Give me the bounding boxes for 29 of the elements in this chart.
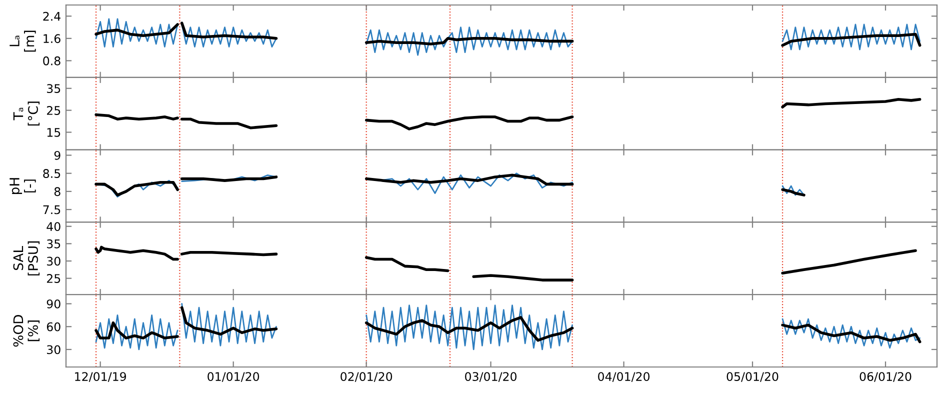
x-tick-label: 02/01/20	[340, 372, 392, 382]
y-axis-title: Tₐ [°C]	[13, 102, 40, 126]
y-tick-label: 0.8	[43, 56, 60, 66]
y-axis-title: Lₐ [m]	[10, 30, 36, 52]
y-tick-label: 7.5	[43, 205, 60, 214]
y-tick-label: 30	[47, 345, 60, 354]
y-tick-label: 9	[54, 150, 60, 160]
y-axis-title: pH [-]	[10, 178, 36, 194]
y-tick-label: 25	[46, 274, 60, 283]
y-tick-label: 40	[46, 222, 60, 232]
x-tick-label: 05/01/20	[726, 372, 778, 382]
x-tick-label: 06/01/20	[860, 372, 912, 382]
x-tick-label: 12/01/19	[75, 372, 126, 382]
y-axis-title: %OD [%]	[13, 315, 40, 347]
y-tick-label: 90	[46, 299, 60, 308]
y-axis-title: SAL [PSU]	[13, 241, 40, 276]
y-tick-label: 35	[47, 84, 60, 94]
y-tick-label: 8.5	[43, 169, 60, 178]
x-tick-label: 04/01/20	[598, 372, 650, 382]
y-tick-label: 1.6	[44, 34, 60, 44]
y-tick-label: 35	[47, 239, 60, 248]
x-tick-label: 01/01/20	[208, 372, 260, 382]
y-tick-label: 2.4	[43, 12, 60, 21]
y-tick-label: 15	[47, 128, 60, 137]
y-tick-label: 30	[47, 256, 60, 266]
y-tick-label: 60	[46, 322, 60, 332]
y-tick-label: 8	[54, 187, 60, 196]
y-tick-label: 25	[46, 106, 60, 115]
x-tick-label: 03/01/20	[465, 372, 516, 382]
